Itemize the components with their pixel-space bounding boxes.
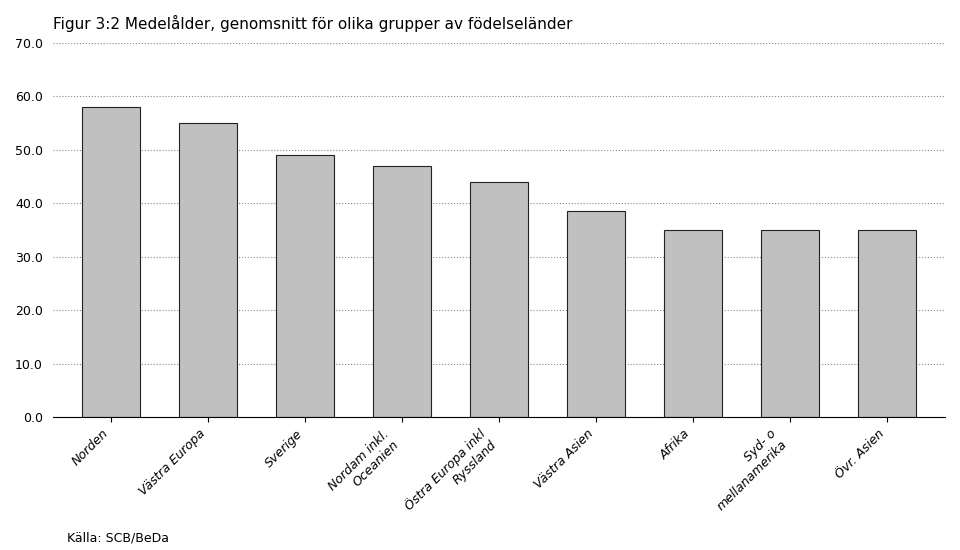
Bar <box>857 230 916 417</box>
Bar <box>469 182 528 417</box>
Text: Figur 3:2 Medelålder, genomsnitt för olika grupper av födelseländer: Figur 3:2 Medelålder, genomsnitt för oli… <box>53 15 572 32</box>
Text: Källa: SCB/BeDa: Källa: SCB/BeDa <box>67 531 169 544</box>
Bar <box>663 230 722 417</box>
Bar <box>566 211 625 417</box>
Bar <box>82 107 140 417</box>
Bar <box>760 230 819 417</box>
Bar <box>276 155 334 417</box>
Bar <box>372 166 431 417</box>
Bar <box>179 123 237 417</box>
